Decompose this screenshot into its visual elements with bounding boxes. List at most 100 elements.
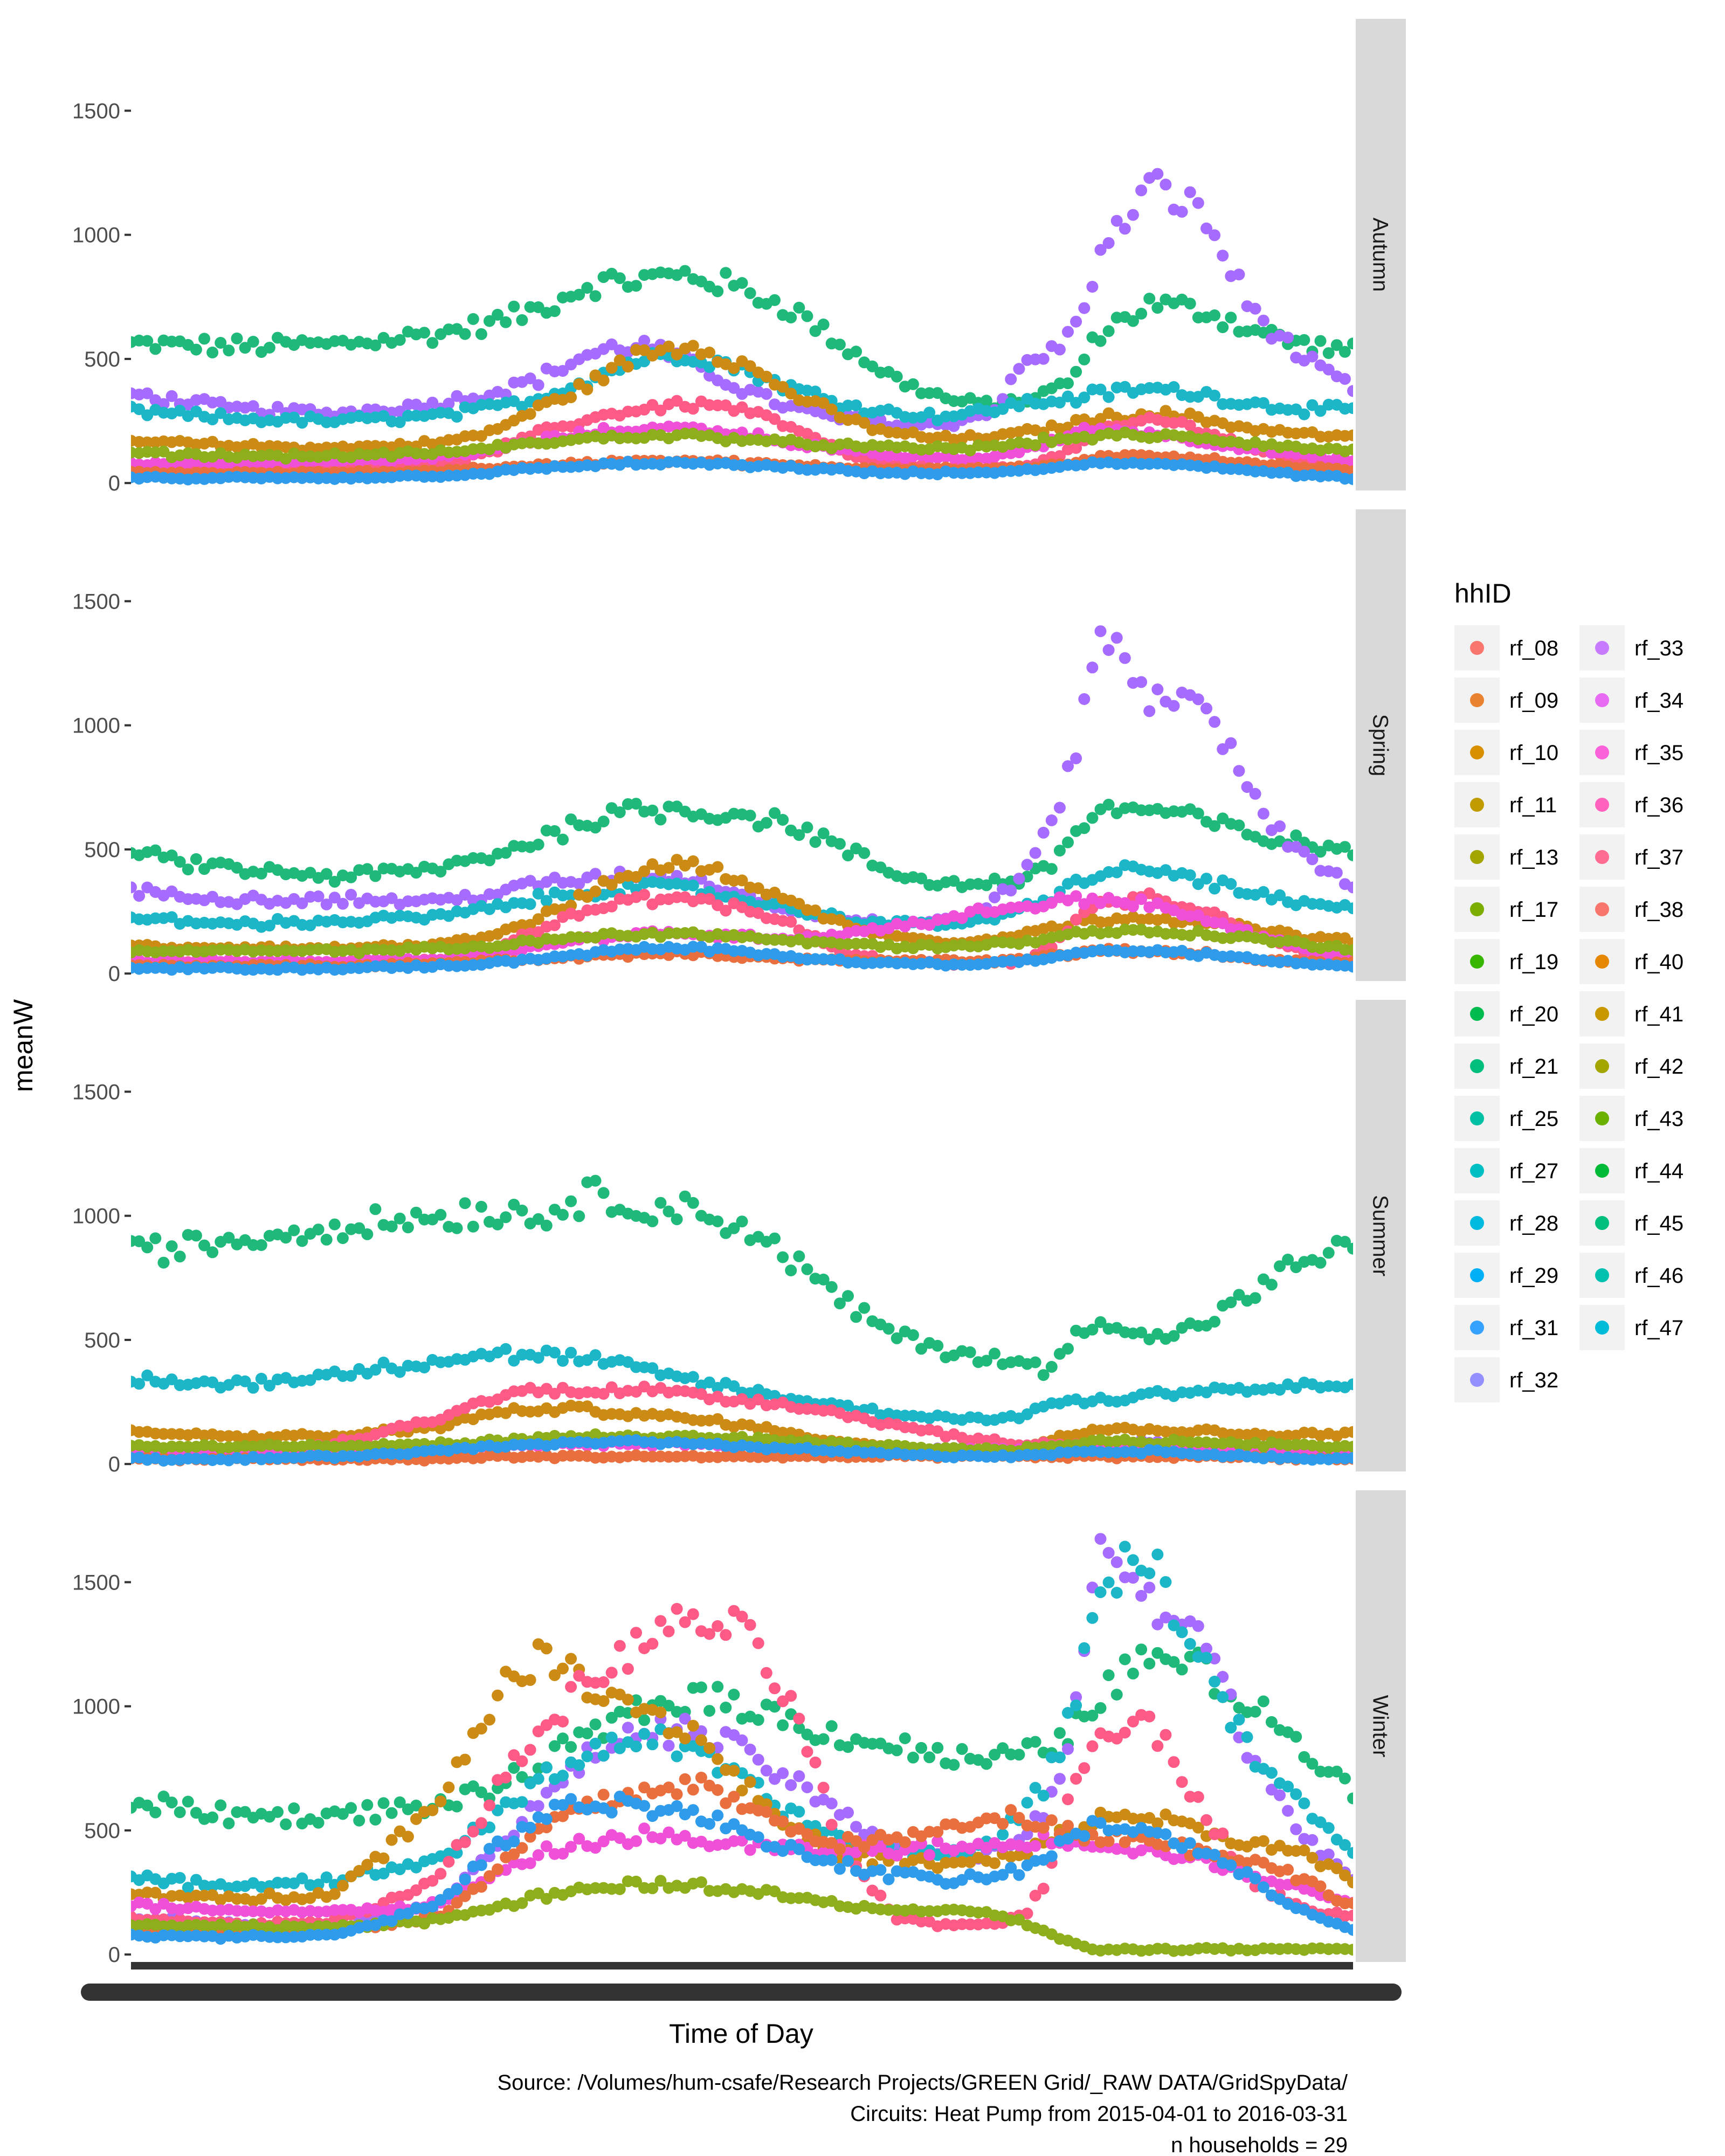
data-point: [1347, 1909, 1353, 1922]
data-point: [1347, 429, 1353, 441]
data-point: [997, 1828, 1009, 1841]
data-point: [769, 413, 781, 425]
data-point: [540, 1219, 553, 1232]
data-point: [1127, 315, 1139, 327]
data-point: [769, 1232, 781, 1245]
data-point: [1298, 846, 1310, 858]
data-point: [671, 1726, 683, 1738]
data-point: [377, 1356, 390, 1369]
data-point: [508, 1198, 520, 1211]
data-point: [1217, 932, 1229, 944]
data-point: [223, 1817, 235, 1829]
series-rf_28: [131, 798, 1353, 893]
data-point: [825, 1720, 838, 1732]
data-point: [842, 1290, 854, 1302]
data-point: [1192, 1436, 1204, 1448]
data-point: [1298, 334, 1310, 346]
data-point: [1176, 1776, 1188, 1788]
data-point: [1282, 841, 1294, 853]
data-point: [809, 836, 822, 848]
data-point: [394, 1212, 406, 1225]
data-point: [1127, 1554, 1139, 1566]
data-point: [1151, 1549, 1164, 1560]
data-point: [484, 315, 495, 327]
data-point: [589, 1737, 602, 1750]
data-point: [948, 1759, 960, 1771]
data-point: [1233, 1289, 1245, 1301]
data-point: [418, 1213, 431, 1226]
data-point: [565, 1346, 577, 1359]
data-point: [654, 1615, 667, 1627]
data-point: [915, 1742, 927, 1754]
data-point: [777, 381, 789, 393]
data-point: [263, 342, 275, 354]
data-point: [825, 1281, 838, 1293]
data-point: [1347, 902, 1353, 915]
data-point: [1314, 405, 1327, 417]
data-point: [1282, 1253, 1294, 1266]
data-point: [1298, 1797, 1310, 1809]
data-point: [1094, 1316, 1107, 1328]
data-point: [434, 866, 447, 878]
data-point: [1078, 1642, 1091, 1654]
data-point: [687, 403, 699, 415]
data-point: [1062, 1343, 1074, 1355]
data-point: [1151, 1618, 1164, 1630]
data-point: [809, 1756, 822, 1768]
data-point: [1298, 1751, 1310, 1763]
data-point: [1062, 1706, 1074, 1719]
data-point: [923, 406, 936, 419]
data-point: [385, 1220, 398, 1233]
data-point: [500, 1343, 512, 1355]
data-point: [728, 1765, 740, 1777]
series-rf_35: [131, 455, 1353, 486]
data-point: [532, 888, 544, 900]
data-point: [605, 1731, 618, 1744]
data-point: [247, 1381, 259, 1394]
data-point: [850, 345, 862, 358]
points-layer: [131, 168, 1353, 486]
data-point: [174, 1250, 186, 1263]
data-point: [915, 872, 927, 884]
data-point: [785, 1690, 797, 1702]
data-point: [1070, 914, 1082, 926]
data-point: [1330, 1765, 1343, 1778]
series-rf_20: [131, 426, 1353, 465]
data-point: [255, 1239, 267, 1251]
data-point: [874, 1889, 887, 1902]
data-point: [605, 900, 618, 913]
data-point: [597, 1835, 610, 1848]
facet-strip-label: Winter: [1369, 1695, 1392, 1758]
data-point: [1037, 1789, 1050, 1802]
data-point: [1192, 1791, 1204, 1803]
data-point: [451, 411, 463, 423]
data-point: [801, 1746, 813, 1758]
facet-panels: Autumn050010001500Spring050010001500Summ…: [72, 19, 1406, 1967]
data-point: [1151, 1647, 1164, 1659]
data-point: [1029, 439, 1041, 451]
data-point: [336, 1450, 349, 1462]
data-point: [500, 847, 512, 859]
data-point: [850, 1821, 862, 1833]
data-point: [1029, 1356, 1041, 1369]
data-point: [1225, 1296, 1237, 1309]
data-point: [165, 1796, 178, 1809]
data-point: [361, 440, 374, 452]
data-point: [565, 1653, 577, 1665]
data-point: [1347, 1876, 1353, 1889]
data-point: [980, 1355, 992, 1367]
data-point: [361, 1858, 374, 1871]
data-point: [605, 1711, 618, 1724]
data-point: [801, 310, 813, 322]
data-point: [744, 1743, 756, 1756]
data-point: [1151, 168, 1164, 180]
data-point: [695, 1734, 707, 1746]
data-point: [663, 340, 675, 353]
data-point: [679, 265, 691, 277]
data-point: [557, 1355, 569, 1367]
data-point: [434, 1868, 447, 1880]
data-point: [907, 1329, 919, 1341]
data-point: [475, 1786, 487, 1799]
data-point: [263, 1379, 275, 1392]
data-point: [206, 1811, 219, 1823]
